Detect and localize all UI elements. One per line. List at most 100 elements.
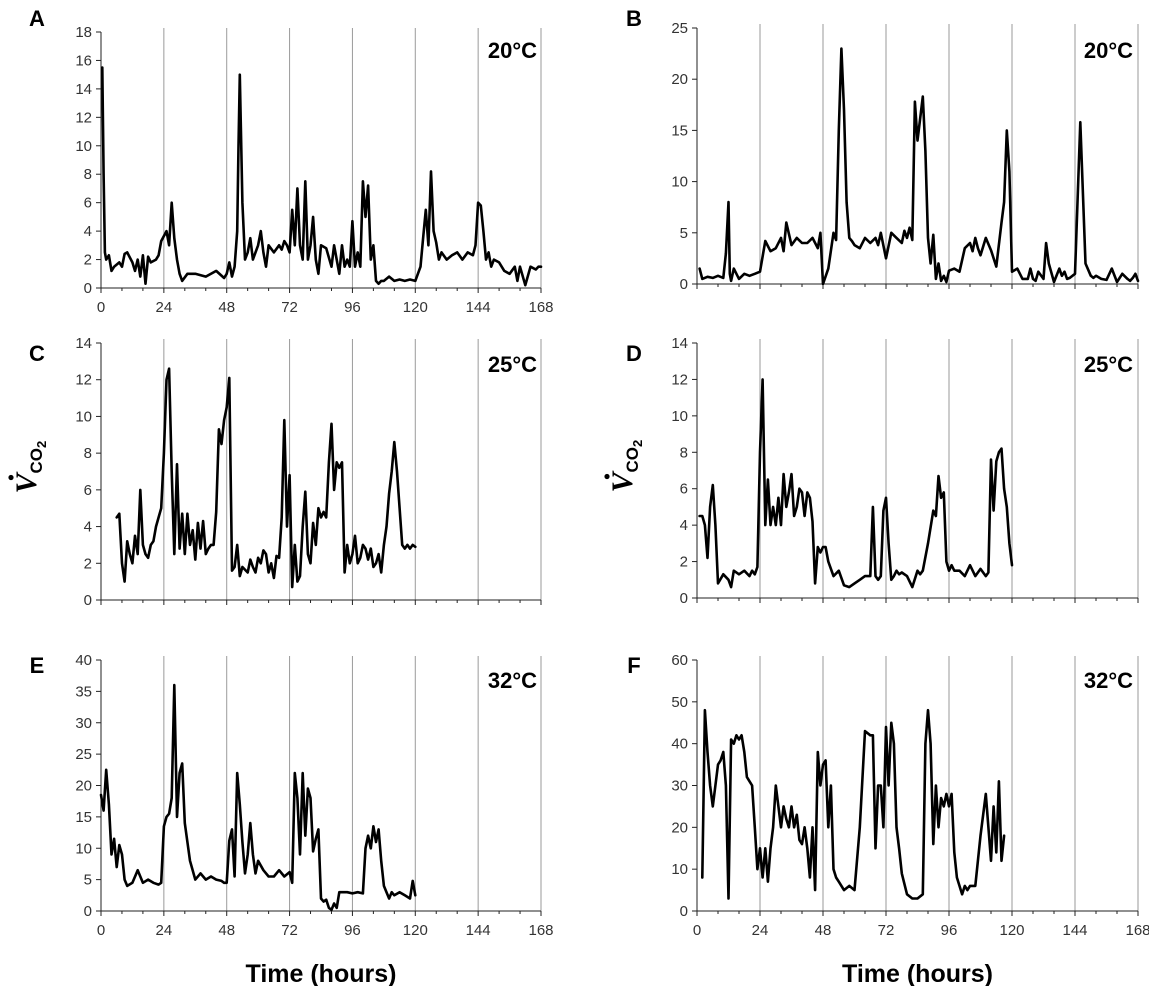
y-tick-label: 12 [671, 371, 688, 388]
series-line [698, 378, 1014, 589]
y-tick-label: 16 [75, 52, 92, 69]
x-tick-label: 144 [466, 299, 491, 316]
y-tick-label: 8 [84, 166, 92, 183]
x-tick-label: 168 [1125, 922, 1149, 939]
y-tick-label: 4 [84, 223, 92, 240]
y-tick-label: 20 [671, 819, 688, 836]
x-tick-label: 96 [344, 922, 361, 939]
series-line [99, 683, 417, 912]
x-tick-label: 0 [97, 922, 105, 939]
panel-letter: C [29, 341, 45, 366]
y-tick-label: 12 [75, 372, 92, 389]
x-tick-label: 96 [941, 922, 958, 939]
series-line [115, 367, 417, 589]
x-tick-label: 48 [218, 299, 235, 316]
x-tick-label: 72 [281, 922, 298, 939]
y-tick-label: 30 [671, 778, 688, 795]
x-tick-label: 0 [97, 299, 105, 316]
x-axis-title: Time (hours) [842, 960, 993, 986]
y-tick-label: 0 [680, 590, 688, 607]
x-tick-label: 144 [1062, 922, 1087, 939]
panel-letter: F [627, 653, 640, 678]
x-tick-label: 144 [466, 922, 491, 939]
temperature-label: 32°C [1084, 668, 1133, 693]
x-tick-label: 48 [815, 922, 832, 939]
temperature-label: 20°C [488, 38, 537, 63]
y-tick-label: 10 [75, 138, 92, 155]
y-tick-label: 5 [84, 872, 92, 889]
x-tick-label: 24 [156, 922, 173, 939]
x-tick-label: 120 [403, 922, 428, 939]
temperature-label: 20°C [1084, 38, 1133, 63]
y-tick-label: 6 [84, 195, 92, 212]
y-tick-label: 25 [75, 746, 92, 763]
y-tick-label: 2 [84, 555, 92, 572]
y-axis-subscript-2: 2 [630, 440, 645, 447]
y-tick-label: 5 [680, 225, 688, 242]
y-tick-label: 50 [671, 694, 688, 711]
panel-letter: A [29, 6, 45, 31]
y-tick-label: 8 [680, 444, 688, 461]
y-tick-label: 6 [84, 482, 92, 499]
y-tick-label: 25 [671, 20, 688, 37]
panel-e: 0 5 10 15 20 25 30 35 40 0 24 48 72 96 120 144 168 E 32°C T… [30, 652, 554, 986]
y-tick-label: 12 [75, 109, 92, 126]
y-axis-subscript: CO [27, 448, 46, 474]
x-tick-label: 168 [528, 922, 553, 939]
x-tick-label: 72 [878, 922, 895, 939]
dot-accent [8, 474, 14, 481]
y-tick-label: 20 [75, 778, 92, 795]
x-tick-label: 168 [528, 299, 553, 316]
x-tick-label: 120 [999, 922, 1024, 939]
y-tick-label: 40 [75, 652, 92, 669]
x-tick-label: 120 [403, 299, 428, 316]
y-axis-subscript-2: 2 [34, 441, 49, 448]
y-tick-label: 10 [75, 408, 92, 425]
y-tick-label: 4 [680, 517, 688, 534]
y-tick-label: 14 [671, 335, 688, 352]
y-tick-label: 10 [671, 408, 688, 425]
temperature-label: 32°C [488, 668, 537, 693]
y-tick-label: 8 [84, 445, 92, 462]
y-axis-symbol: V [10, 471, 43, 494]
y-tick-label: 10 [671, 861, 688, 878]
x-tick-label: 0 [693, 922, 701, 939]
series-line [101, 66, 543, 287]
x-tick-label: 48 [218, 922, 235, 939]
y-axis-title-text: VCO2 [606, 440, 645, 493]
y-tick-label: 14 [75, 81, 92, 98]
x-tick-label: 24 [752, 922, 769, 939]
y-axis-title: VCO2 [8, 441, 49, 494]
panel-b: 0 5 10 15 20 25 B 20°C [626, 6, 1140, 293]
y-tick-label: 35 [75, 683, 92, 700]
temperature-label: 25°C [1084, 352, 1133, 377]
y-tick-label: 10 [671, 174, 688, 191]
y-tick-label: 0 [84, 592, 92, 609]
x-tick-label: 24 [156, 299, 173, 316]
y-tick-label: 20 [671, 71, 688, 88]
x-axis-title: Time (hours) [246, 960, 397, 986]
series-line [700, 708, 1006, 900]
y-axis-title: VCO2 [604, 440, 645, 493]
y-axis-symbol: V [606, 470, 639, 493]
x-tick-label: 96 [344, 299, 361, 316]
y-axis-title-text: VCO2 [10, 441, 49, 494]
y-axis-subscript: CO [623, 447, 642, 473]
y-tick-label: 2 [84, 252, 92, 269]
y-tick-label: 0 [84, 280, 92, 297]
y-tick-label: 18 [75, 24, 92, 41]
panel-letter: E [30, 653, 45, 678]
x-tick-label: 72 [281, 299, 298, 316]
y-tick-label: 30 [75, 715, 92, 732]
y-tick-label: 2 [680, 554, 688, 571]
y-tick-label: 4 [84, 519, 92, 536]
y-tick-label: 6 [680, 481, 688, 498]
panel-letter: B [626, 6, 642, 31]
y-tick-label: 60 [671, 652, 688, 669]
y-tick-label: 15 [75, 809, 92, 826]
panel-f: 0 10 20 30 40 50 60 0 24 48 72 96 120 144 168 F 32°C Time… [627, 652, 1149, 986]
series-line [698, 47, 1140, 286]
